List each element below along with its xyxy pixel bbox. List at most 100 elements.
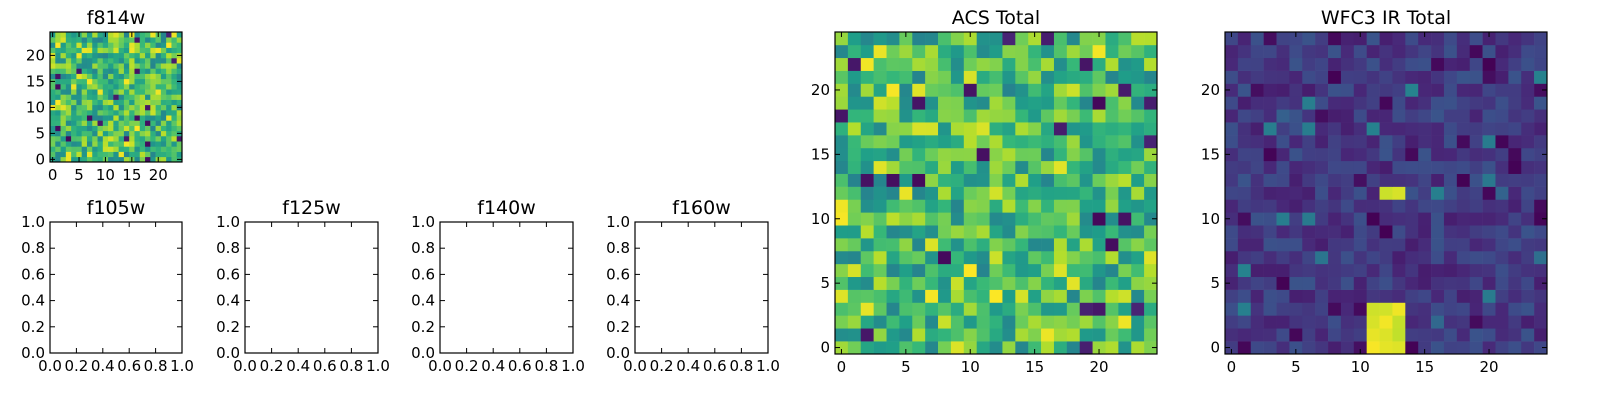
heatmap-cell [1379, 173, 1393, 187]
x-tick-label: 1.0 [170, 357, 194, 375]
heatmap-cell [1066, 109, 1081, 123]
heatmap-cell [1366, 96, 1380, 110]
heatmap-cell [899, 238, 913, 252]
heatmap-cell [1482, 44, 1496, 59]
heatmap-cell [976, 173, 990, 187]
heatmap-cell [1353, 135, 1367, 149]
heatmap-cell [139, 47, 146, 54]
heatmap-cell [123, 94, 130, 100]
heatmap-cell [55, 146, 61, 152]
heatmap-cell [123, 151, 130, 158]
heatmap-cell [1250, 70, 1264, 84]
heatmap-cell [1053, 212, 1068, 226]
heatmap-cell [976, 70, 990, 84]
heatmap-cell [1276, 160, 1290, 174]
heatmap-cell [97, 42, 104, 48]
heatmap-cell [886, 199, 900, 213]
heatmap-cell [1315, 147, 1329, 162]
heatmap-cell [912, 328, 926, 342]
heatmap-cell [1302, 70, 1316, 84]
heatmap-cell [108, 37, 114, 43]
heatmap-cell [139, 78, 146, 85]
heatmap-cell [60, 42, 67, 48]
heatmap-cell [123, 115, 130, 121]
y-tick-label: 0 [35, 150, 45, 168]
heatmap-cell [1366, 147, 1380, 162]
heatmap-cell [1482, 32, 1496, 46]
heatmap-cell [950, 238, 965, 252]
heatmap-cell [1379, 70, 1393, 84]
heatmap-cell [938, 289, 952, 303]
heatmap-cell [1079, 186, 1093, 200]
heatmap-cell [1015, 315, 1029, 329]
heatmap-cell [1092, 109, 1106, 123]
heatmap-cell [899, 199, 913, 213]
heatmap-cell [1144, 173, 1158, 187]
heatmap-cell [1053, 96, 1068, 110]
heatmap-cell [925, 315, 939, 329]
heatmap-cell [1302, 302, 1316, 316]
heatmap-cell [873, 250, 887, 265]
heatmap-cell [97, 47, 104, 54]
heatmap-cell [1092, 341, 1106, 355]
heatmap-cell [1028, 250, 1042, 265]
heatmap-cell [1053, 250, 1068, 265]
heatmap-cell [1105, 173, 1119, 187]
heatmap-cell [176, 58, 183, 64]
heatmap-cell [1534, 83, 1548, 97]
heatmap-cell [938, 122, 952, 136]
heatmap-cell [1508, 109, 1522, 123]
heatmap-cell [1521, 57, 1535, 71]
heatmap-cell [118, 47, 125, 54]
heatmap-cell [150, 47, 156, 54]
heatmap-cell [166, 125, 172, 132]
heatmap-cell [60, 52, 67, 59]
heatmap-cell [134, 136, 141, 142]
heatmap-cell [976, 250, 990, 265]
heatmap-cell [60, 130, 67, 137]
heatmap-cell [50, 99, 56, 106]
heatmap-cell [171, 120, 178, 126]
heatmap-cell [50, 141, 56, 147]
y-tick-label: 5 [1210, 274, 1220, 292]
heatmap-cell [76, 136, 82, 142]
heatmap-cell [166, 141, 172, 147]
heatmap-cell [81, 84, 88, 90]
heatmap-cell [145, 52, 151, 59]
heatmap-cell [1340, 212, 1355, 226]
heatmap-cell [1225, 109, 1239, 123]
heatmap-cell [938, 302, 952, 316]
heatmap-cell [1328, 328, 1342, 342]
heatmap-cell [847, 276, 862, 290]
heatmap-cell [145, 115, 151, 121]
heatmap-cell [1379, 341, 1393, 355]
heatmap-cell [155, 115, 162, 121]
heatmap-cell [1041, 122, 1055, 136]
heatmap-cell [71, 58, 77, 64]
heatmap-cell [123, 63, 130, 69]
y-tick-label: 0.0 [411, 344, 435, 362]
heatmap-cell [55, 104, 61, 111]
heatmap-cell [1131, 186, 1145, 200]
heatmap-cell [1225, 225, 1239, 239]
heatmap-cell [1431, 147, 1445, 162]
heatmap-cell [1366, 122, 1380, 136]
heatmap-cell [1418, 32, 1432, 46]
y-tick-label: 0 [1210, 339, 1220, 357]
heatmap-cell [155, 130, 162, 137]
heatmap-cell [86, 136, 93, 142]
heatmap-cell [1041, 160, 1055, 174]
heatmap-cell [155, 141, 162, 147]
heatmap-cell [60, 47, 67, 54]
heatmap-cell [1002, 173, 1016, 187]
heatmap-cell [176, 141, 183, 147]
heatmap-cell [1015, 276, 1029, 290]
heatmap-cell [1469, 186, 1483, 200]
heatmap-cell [1508, 238, 1522, 252]
heatmap-cell [1105, 186, 1119, 200]
heatmap-cell [129, 94, 135, 100]
heatmap-cell [1276, 57, 1290, 71]
heatmap-cell [81, 156, 88, 163]
heatmap-cell [166, 32, 172, 38]
heatmap-cell [118, 136, 125, 142]
